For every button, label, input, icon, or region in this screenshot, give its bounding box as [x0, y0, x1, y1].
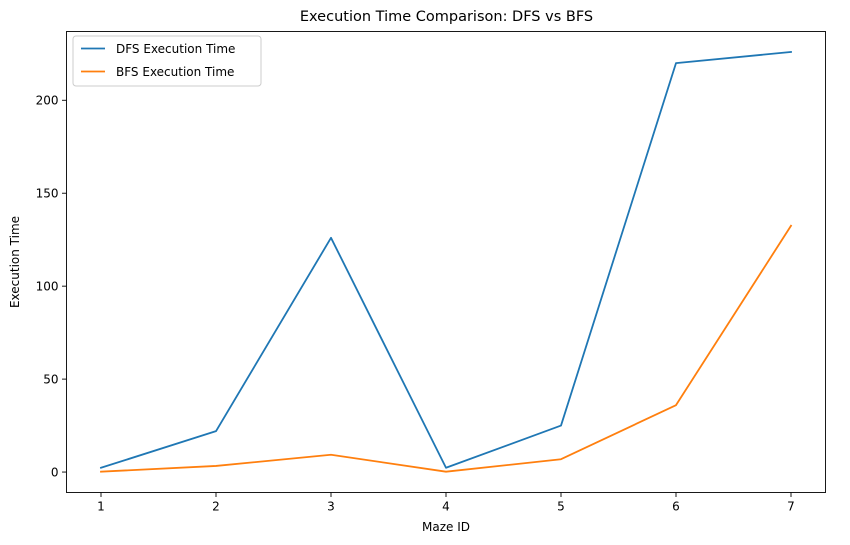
y-tick-label: 50	[43, 372, 58, 386]
series-line	[100, 224, 793, 473]
x-tick-label: 4	[442, 500, 450, 514]
y-tick-label: 200	[36, 94, 59, 108]
x-tick-label: 1	[97, 500, 105, 514]
x-tick-label: 2	[212, 500, 220, 514]
y-tick-label: 0	[51, 465, 59, 479]
series-layer	[99, 50, 793, 473]
x-tick-label: 6	[672, 500, 680, 514]
x-tick-label: 5	[557, 500, 565, 514]
x-tick-label: 3	[327, 500, 335, 514]
legend-label: DFS Execution Time	[116, 42, 235, 56]
legend: DFS Execution Time BFS Execution Time	[72, 35, 262, 87]
series-line	[99, 50, 792, 469]
legend-label: BFS Execution Time	[116, 65, 234, 79]
plot-frame	[66, 31, 826, 493]
y-tick-label: 100	[36, 279, 59, 293]
legend-box	[72, 35, 262, 87]
plot-area	[66, 31, 826, 493]
x-tick-label: 7	[787, 500, 795, 514]
y-tick-label: 150	[36, 187, 59, 201]
x-axis-label: Maze ID	[422, 520, 470, 534]
y-axis-label: Execution Time	[8, 216, 22, 308]
y-axis: 0 50 100 150 200	[36, 94, 67, 479]
x-axis: 1 2 3 4 5 6 7	[97, 492, 795, 514]
chart-title: Execution Time Comparison: DFS vs BFS	[300, 9, 593, 25]
